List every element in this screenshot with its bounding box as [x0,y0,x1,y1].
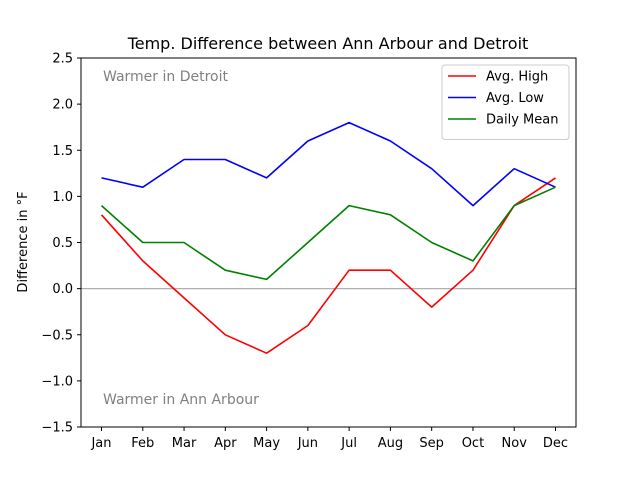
x-tick-label: Aug [378,436,403,451]
x-tick-label: Jan [90,436,111,451]
y-tick-label: 2.5 [52,52,73,67]
x-tick-label: Mar [172,436,197,451]
legend: Avg. High Avg. Low Daily Mean [441,64,570,140]
x-tick-label: Sep [419,436,444,451]
y-tick-label: −1.0 [41,374,73,389]
y-tick-label: 2.0 [52,98,73,113]
series-line-avg-low [101,121,556,207]
annotation-warmer-ann-arbour: Warmer in Ann Arbour [103,392,259,408]
legend-box [441,64,570,140]
plot-area: Warmer in Detroit Warmer in Ann Arbour [80,57,577,428]
series-layer [100,121,556,355]
x-tick-label: May [253,436,280,451]
x-axis: Jan Feb Mar Apr May Jun Jul Aug Sep Oct Nov Dec [90,427,568,451]
x-tick-label: Dec [543,436,568,451]
annotation-warmer-detroit: Warmer in Detroit [103,69,228,85]
x-tick-label: Jul [340,436,357,451]
x-tick-label: Oct [462,436,484,451]
x-tick-label: Jun [297,436,318,451]
legend-label: Avg. High [486,70,548,85]
chart-title: Temp. Difference between Ann Arbour and … [127,34,529,53]
series-line-avg-high [100,177,556,355]
y-axis-label: Difference in °F [16,191,31,292]
x-tick-label: Nov [502,436,528,451]
y-axis: −1.5 −1.0 −0.5 0.0 0.5 1.0 1.5 2.0 2.5 [41,52,81,436]
legend-label: Daily Mean [486,113,558,128]
y-tick-label: 1.5 [52,144,73,159]
x-tick-label: Feb [131,436,154,451]
legend-label: Avg. Low [486,91,544,106]
y-tick-label: 1.0 [52,190,73,205]
x-tick-label: Apr [214,436,237,451]
y-tick-label: 0.5 [52,236,73,251]
y-tick-label: −1.5 [41,421,73,436]
series-line-daily-mean [100,186,556,281]
y-tick-label: 0.0 [52,282,73,297]
y-tick-label: −0.5 [41,328,73,343]
